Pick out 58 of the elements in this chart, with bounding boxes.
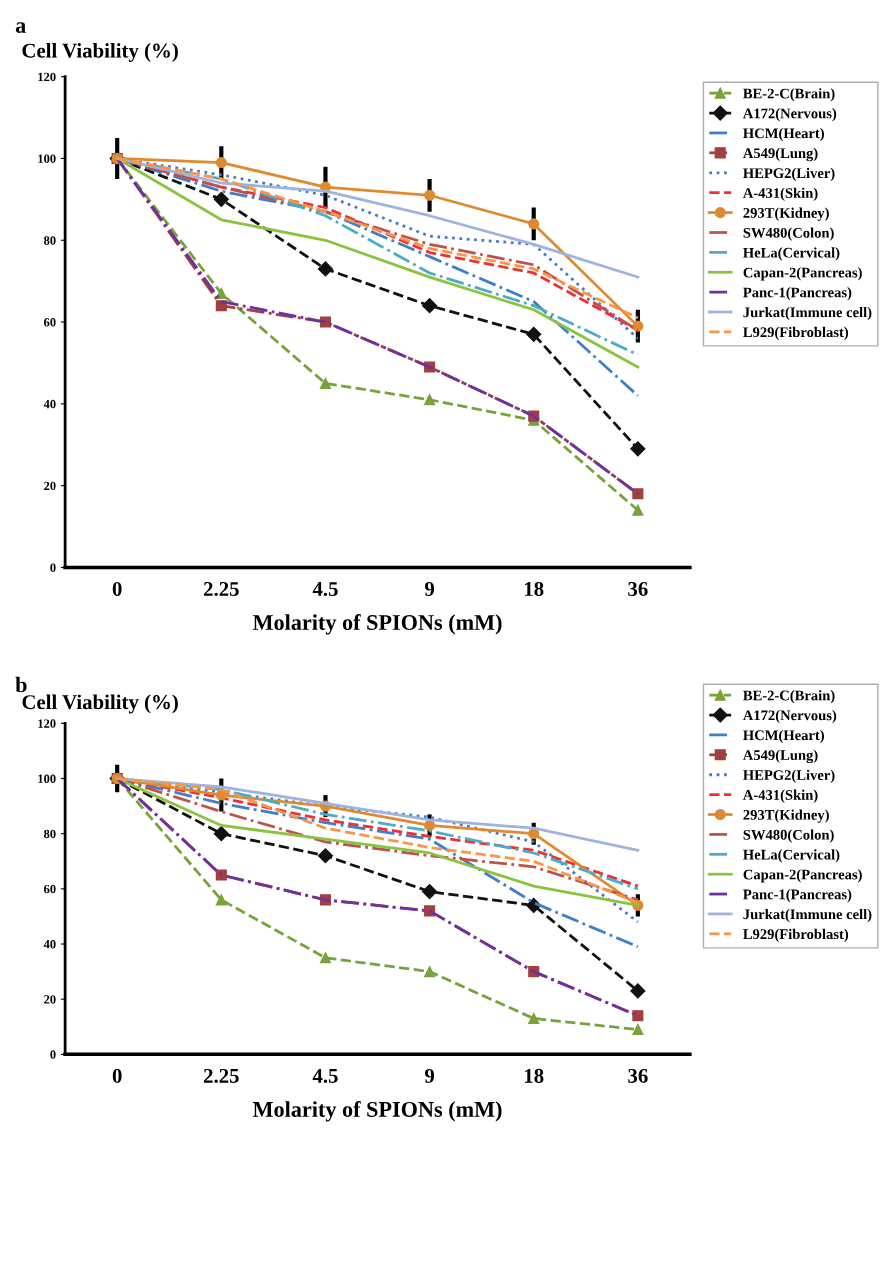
y-tick-label: 40 [43,399,56,409]
legend-label: Capan-2(Pancreas) [743,869,862,883]
x-tick-label: 4.5 [312,582,338,597]
legend-label: HCM(Heart) [743,127,824,142]
legend-label: Jurkat(Immune cell) [743,306,872,321]
legend-label: 293T(Kidney) [743,809,829,823]
chart-title: a [15,22,26,33]
legend-label: A-431(Skin) [742,789,818,803]
x-tick-label: 9 [424,581,435,596]
legend-label: L929(Fibroblast) [743,928,849,943]
x-axis-title: Molarity of SPIONs (mM) [252,1101,502,1122]
legend-label: SW480(Colon) [743,227,834,241]
legend-label: HCM(Heart) [743,729,824,744]
x-tick-label: 36 [628,581,648,596]
legend-label: Capan-2(Pancreas) [743,267,862,281]
legend-label: Jurkat(Immune cell) [743,908,872,923]
x-tick-label: 18 [524,1068,544,1083]
x-tick-label: 2.25 [203,1068,239,1083]
legend-label: SW480(Colon) [743,829,834,843]
legend-label: L929(Fibroblast) [743,326,849,341]
y-tick-label: 120 [38,719,56,728]
x-tick-label: 9 [424,1068,435,1083]
legend-label: A549(Lung) [742,147,818,162]
y-axis-title: Cell Viability (%) [22,43,178,62]
x-tick-label: 0 [112,1068,122,1083]
legend-label: HeLa(Cervical) [743,247,840,261]
y-tick-label: 0 [50,1050,56,1059]
legend-label: HEPG2(Liver) [743,167,835,182]
y-tick-label: 80 [44,829,56,839]
x-tick-label: 0 [112,581,122,596]
legend-label: A172(Nervous) [742,710,837,724]
y-tick-label: 20 [44,995,56,1004]
legend-label: 293T(Kidney) [743,207,829,221]
x-tick-label: 18 [524,581,544,596]
y-tick-label: 60 [44,884,56,894]
legend-label: A549(Lung) [742,749,818,764]
legend-label: A-431(Skin) [742,187,818,201]
y-tick-label: 80 [44,236,56,245]
x-tick-label: 36 [628,1068,648,1083]
legend-label: Panc-1(Pancreas) [743,889,852,903]
legend-label: HEPG2(Liver) [743,769,835,783]
y-tick-label: 120 [38,72,56,82]
y-tick-label: 0 [50,563,56,572]
y-tick-label: 20 [44,481,56,491]
x-axis-title: Molarity of SPIONs (mM) [252,614,502,635]
legend-label: HeLa(Cervical) [743,849,840,863]
legend-label: Panc-1(Pancreas) [743,287,852,301]
y-tick-label: 100 [38,774,56,783]
y-tick-label: 60 [44,318,56,327]
legend-label: BE-2-C(Brain) [743,88,835,102]
x-tick-label: 2.25 [203,581,239,597]
y-tick-label: 100 [38,154,56,163]
y-tick-label: 40 [43,940,56,949]
chart-title: b [15,676,27,693]
y-axis-title: Cell Viability (%) [22,694,178,714]
x-tick-label: 4.5 [312,1068,338,1083]
legend-label: BE-2-C(Brain) [743,690,835,704]
legend-label: A172(Nervous) [742,108,837,122]
